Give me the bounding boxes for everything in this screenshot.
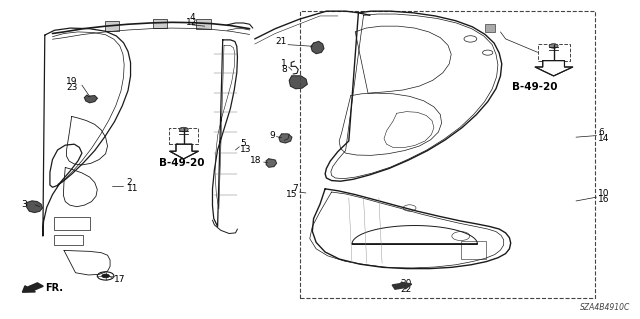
Circle shape [102,274,109,278]
Text: FR.: FR. [45,283,63,293]
Text: 21: 21 [275,37,287,46]
Bar [461,241,486,259]
Bar [196,19,211,29]
Text: 8: 8 [281,65,287,74]
Text: 15: 15 [286,190,298,199]
Bar [153,19,167,28]
Text: 18: 18 [250,156,261,165]
Text: 10: 10 [598,189,610,198]
Polygon shape [27,201,42,212]
Text: 12: 12 [186,19,198,27]
Circle shape [403,205,416,211]
Bar [54,235,83,245]
Text: 17: 17 [114,275,125,284]
Circle shape [483,50,493,55]
Polygon shape [289,76,307,89]
Polygon shape [84,95,97,103]
Text: 19: 19 [66,77,77,86]
Text: 4: 4 [189,13,195,22]
Text: 2: 2 [127,178,132,187]
Text: 5: 5 [240,139,246,148]
Text: 3: 3 [21,200,27,209]
Bar [105,21,119,31]
Text: 16: 16 [598,195,610,204]
Text: 6: 6 [598,128,604,137]
Polygon shape [279,134,292,143]
Text: 14: 14 [598,134,610,143]
Bar [54,217,90,230]
FancyArrow shape [22,283,44,292]
Bar [485,24,495,32]
Text: 22: 22 [400,285,412,293]
FancyArrow shape [392,282,412,289]
Polygon shape [170,144,198,159]
Polygon shape [266,159,276,167]
Text: B-49-20: B-49-20 [512,82,557,92]
Circle shape [464,36,477,42]
Circle shape [179,127,188,132]
Text: 9: 9 [269,131,275,140]
Text: 23: 23 [66,83,77,92]
Polygon shape [535,61,573,76]
Circle shape [452,232,470,241]
Circle shape [549,44,558,48]
Text: B-49-20: B-49-20 [159,158,204,168]
Text: SZA4B4910C: SZA4B4910C [580,303,630,312]
Text: 13: 13 [240,145,252,154]
Text: 7: 7 [292,184,298,193]
Circle shape [97,272,114,280]
Text: 20: 20 [400,279,412,288]
Polygon shape [311,41,324,54]
Text: 1: 1 [281,59,287,68]
Text: 11: 11 [127,184,138,193]
